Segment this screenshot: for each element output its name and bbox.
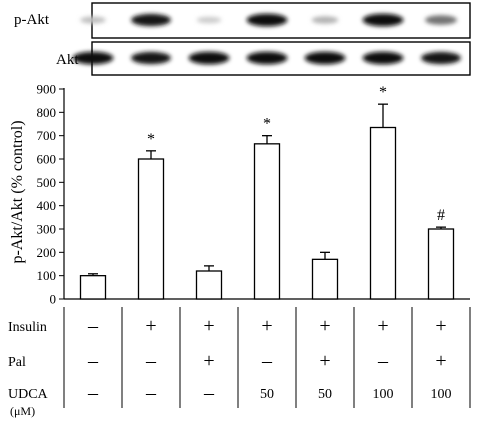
condition-value: + [145, 315, 156, 337]
blot-band [246, 13, 288, 27]
condition-value: 50 [318, 387, 332, 402]
y-tick-label: 400 [37, 198, 57, 213]
bar-chart: p-Akt/Akt (% control) 0 100 200 300 400 500 60… [9, 82, 470, 307]
condition-value: – [203, 382, 215, 404]
condition-value: + [261, 315, 272, 337]
western-blot: p-Akt Akt [14, 2, 471, 76]
condition-value: + [203, 350, 214, 372]
condition-value: + [435, 350, 446, 372]
blot-band [362, 51, 404, 65]
y-tick-label: 600 [37, 152, 57, 167]
condition-value: 100 [373, 387, 394, 402]
blot-label-akt: Akt [56, 52, 79, 68]
condition-value: – [261, 350, 273, 372]
condition-value: + [319, 315, 330, 337]
condition-value: – [377, 350, 389, 372]
blot-bands-akt [72, 51, 461, 65]
blot-band [80, 16, 106, 24]
condition-value: – [87, 350, 99, 372]
condition-value: – [145, 350, 157, 372]
y-tick-label: 900 [37, 82, 57, 97]
significance-marker: # [437, 207, 445, 224]
y-tick-label: 100 [37, 268, 57, 283]
bar [137, 158, 165, 300]
condition-label: UDCA [8, 387, 49, 402]
y-tick-label: 0 [50, 292, 57, 307]
y-axis-title: p-Akt/Akt (% control) [9, 120, 26, 263]
bar [195, 270, 223, 300]
significance-marker: * [147, 131, 155, 148]
blot-band [424, 15, 458, 25]
condition-value: – [87, 382, 99, 404]
blot-band [131, 13, 171, 27]
blot-band [304, 51, 346, 65]
y-axis-ticks: 0 100 200 300 400 500 600 700 800 900 [37, 82, 64, 307]
condition-value: – [145, 382, 157, 404]
significance-marker: * [263, 116, 271, 133]
bar [369, 126, 397, 300]
blot-band [188, 51, 230, 65]
bar [311, 258, 339, 300]
blot-band [362, 13, 404, 27]
bar [253, 143, 281, 300]
blot-band [246, 51, 288, 65]
blot-band [131, 51, 171, 65]
condition-label: Pal [8, 355, 26, 370]
condition-value: + [377, 315, 388, 337]
condition-value: – [87, 315, 99, 337]
y-tick-label: 200 [37, 245, 57, 260]
bar [79, 275, 107, 300]
blot-band [311, 16, 339, 24]
condition-label: Insulin [8, 320, 47, 335]
condition-table: Insulin – + + + + + + Pal – – + – + – + UDCA (μM) – – – 50 50 1… [8, 307, 471, 418]
bars: * * * # [79, 84, 455, 300]
y-tick-label: 700 [37, 128, 57, 143]
significance-marker: * [379, 84, 387, 101]
condition-value: 100 [431, 387, 452, 402]
condition-unit: (μM) [10, 404, 35, 418]
blot-band [196, 16, 222, 24]
blot-label-pakt: p-Akt [14, 12, 50, 28]
blot-band [421, 51, 461, 65]
blot-band [72, 51, 114, 65]
condition-value: 50 [260, 387, 274, 402]
condition-value: + [203, 315, 214, 337]
table-grid [63, 307, 471, 408]
y-tick-label: 500 [37, 175, 57, 190]
condition-value: + [435, 315, 446, 337]
y-tick-label: 800 [37, 105, 57, 120]
bar [427, 228, 455, 300]
condition-value: + [319, 350, 330, 372]
blot-bands-pakt [80, 13, 458, 27]
table-cells: Insulin – + + + + + + Pal – – + – + – + UDCA (μM) – – – 50 50 1… [8, 315, 452, 418]
y-tick-label: 300 [37, 222, 57, 237]
